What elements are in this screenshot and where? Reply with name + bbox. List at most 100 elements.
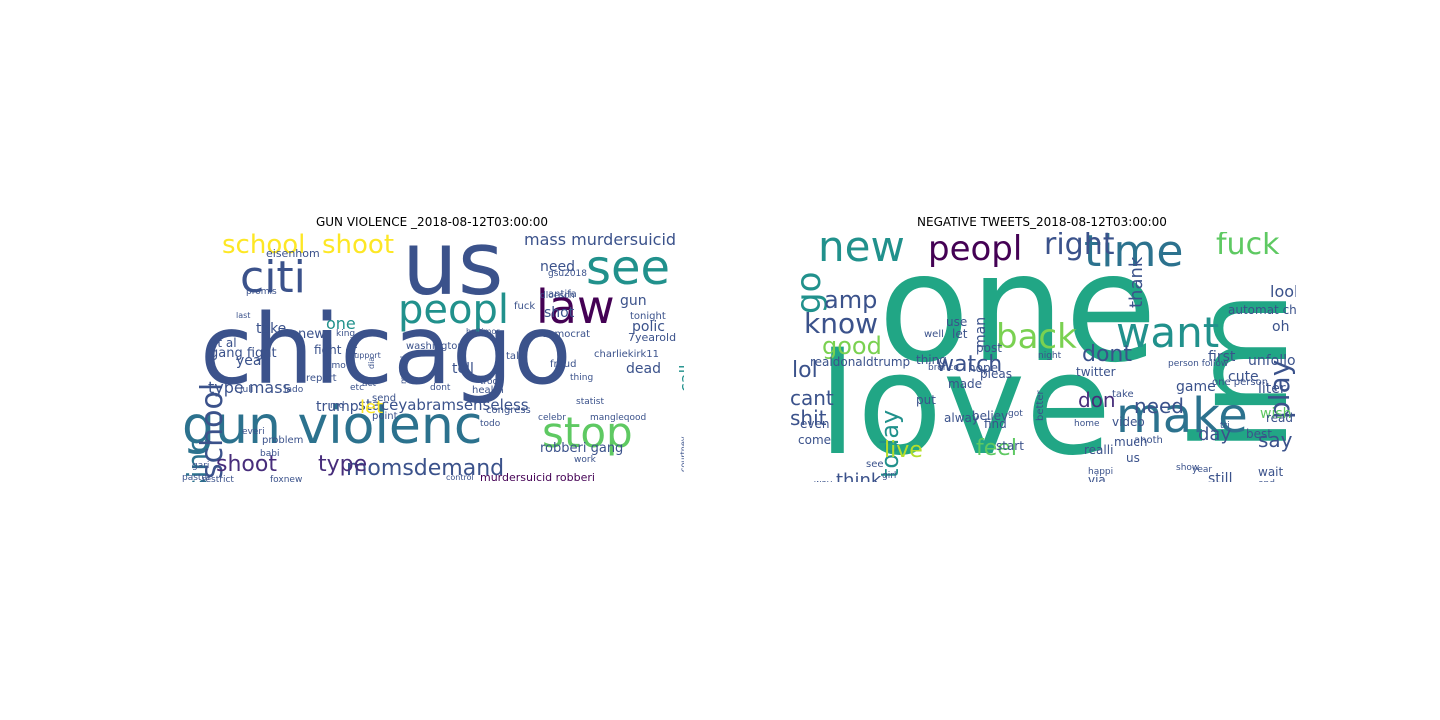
word-watch: watch bbox=[936, 352, 1003, 377]
word-time: time bbox=[1084, 232, 1184, 277]
word-point: point bbox=[372, 411, 398, 422]
word-read: read bbox=[1266, 411, 1294, 425]
word-statist: statist bbox=[576, 397, 604, 407]
word-stop: stop bbox=[542, 408, 633, 457]
word-use: use bbox=[946, 315, 968, 329]
word-thing: thing bbox=[916, 353, 947, 367]
word-mass-murdersuicid: mass murdersuicid bbox=[524, 232, 677, 249]
word-liter: liter bbox=[1258, 381, 1286, 397]
word-let: let bbox=[952, 327, 968, 341]
word-wish: wish bbox=[1260, 406, 1292, 422]
word-type: type bbox=[318, 452, 368, 477]
right-wordcloud-panel: NEGATIVE TWEETS_2018-08-12T03:00:00 one l… bbox=[788, 210, 1296, 482]
word-believ: believ bbox=[972, 409, 1009, 423]
word-take: take bbox=[1112, 389, 1134, 400]
word-twitter: twitter bbox=[1076, 365, 1116, 379]
word-game: game bbox=[1176, 379, 1216, 395]
word-end: end bbox=[1258, 480, 1275, 483]
word-gsu2018: gsu2018 bbox=[548, 269, 588, 279]
word-law: law bbox=[536, 280, 615, 334]
word-take: take bbox=[256, 321, 287, 337]
word-show: show bbox=[1176, 463, 1200, 473]
word-fuck: fuck bbox=[1216, 232, 1280, 262]
word-juli: juli bbox=[240, 385, 254, 395]
word-well: well bbox=[924, 329, 944, 340]
word-etc: etc bbox=[350, 383, 365, 393]
word-wait: wait bbox=[1258, 465, 1284, 479]
word-mental: mental bbox=[399, 355, 408, 384]
word-post: post bbox=[976, 341, 1002, 355]
word-amp: amp bbox=[824, 286, 878, 314]
word-make: make bbox=[1116, 388, 1248, 444]
word-us: us bbox=[402, 232, 504, 315]
word-day: day bbox=[1198, 424, 1232, 445]
word-et-al: et al bbox=[210, 336, 237, 350]
word-first: first bbox=[1208, 349, 1236, 365]
word-think: think bbox=[836, 470, 882, 483]
word-baltimor: baltimor bbox=[466, 327, 500, 336]
word-act: act bbox=[362, 379, 376, 389]
word-see: see bbox=[586, 240, 671, 296]
gun-violence-wordcloud: chicago us gun violenc law citi see peopl stop s… bbox=[180, 232, 684, 482]
word-need: need bbox=[1134, 394, 1184, 418]
word-courtney: courtney bbox=[679, 436, 684, 472]
word-tri: tri bbox=[1220, 421, 1230, 431]
word-everi: everi bbox=[242, 427, 265, 437]
word-senseless: senseless bbox=[456, 396, 529, 414]
word-antifa: antifa bbox=[548, 289, 577, 300]
word-video: video bbox=[1112, 415, 1145, 429]
word-tell: tell bbox=[452, 361, 474, 377]
word-cute: cute bbox=[1228, 369, 1259, 385]
word-7yearold: 7yearold bbox=[628, 331, 677, 344]
word-shot: shot bbox=[544, 305, 575, 321]
word-thing: thing bbox=[570, 373, 594, 383]
word-peopl: peopl bbox=[928, 232, 1023, 269]
word-us: us bbox=[1126, 451, 1140, 465]
word-robberi-gang: robberi gang bbox=[540, 441, 624, 456]
word-best: best bbox=[1246, 427, 1272, 441]
word-work: work bbox=[574, 455, 596, 465]
word-talk: talk bbox=[506, 351, 525, 362]
word-dont: dont bbox=[1082, 342, 1132, 367]
word-celebr: celebr bbox=[538, 413, 566, 423]
word-year: year bbox=[1192, 465, 1213, 475]
word-dont: dont bbox=[430, 383, 451, 393]
word-call: call bbox=[676, 364, 684, 392]
word-gang-fight: gang fight bbox=[210, 346, 277, 361]
word-via: via bbox=[1088, 473, 1106, 482]
word-promis: promis bbox=[246, 287, 277, 297]
word-lado: lado bbox=[284, 385, 304, 395]
word-dead: dead bbox=[626, 361, 661, 377]
word-come: come bbox=[798, 433, 832, 447]
word-made: made bbox=[948, 377, 983, 391]
word-tmo: tmo bbox=[328, 361, 346, 371]
word-still: still bbox=[1208, 471, 1233, 482]
word-trump: trump bbox=[316, 399, 359, 415]
word-see: see bbox=[866, 459, 884, 470]
word-murdersuicid-robberi: murdersuicid robberi bbox=[480, 471, 595, 482]
word-good: good bbox=[822, 332, 882, 360]
negative-tweets-wordcloud: one love im time new peopl right fuck want make ba… bbox=[788, 232, 1296, 482]
word-send: send bbox=[372, 393, 397, 404]
word-happi: happi bbox=[1088, 467, 1114, 477]
word-live: live bbox=[884, 438, 923, 463]
word-one: one bbox=[878, 232, 1158, 396]
word-want: want bbox=[1116, 308, 1220, 357]
word-shit: shit bbox=[790, 406, 827, 430]
word-last: last bbox=[236, 311, 251, 320]
word-support: support bbox=[350, 351, 381, 360]
word-charliekirk11: charliekirk11 bbox=[594, 349, 659, 360]
word-alway: alway bbox=[944, 411, 979, 425]
word-dloesch: dloesch bbox=[540, 291, 575, 301]
word-fuck: fuck bbox=[514, 301, 536, 312]
word-gun: gun bbox=[620, 293, 647, 309]
word-pastor: pastor bbox=[182, 473, 211, 483]
word-eisenhom: eisenhom bbox=[266, 247, 320, 260]
word-fight-et: fight et bbox=[314, 343, 358, 357]
word-right: right bbox=[1044, 232, 1115, 262]
word-start: start bbox=[996, 439, 1024, 453]
word-even: even bbox=[800, 417, 830, 431]
word-back: back bbox=[996, 317, 1077, 357]
word-thank: thank bbox=[1126, 256, 1147, 308]
word-look: look bbox=[1270, 282, 1296, 301]
